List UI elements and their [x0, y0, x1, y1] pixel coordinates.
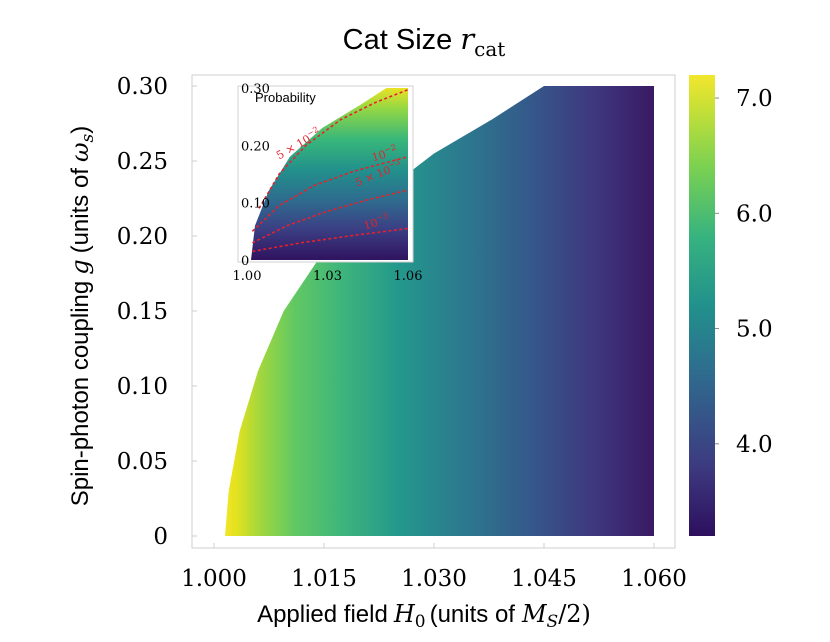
y-tick-label: 0.15 [117, 299, 168, 325]
colorbar-tick-label: 6.0 [736, 201, 773, 227]
x-axis-label: Applied field H0 (units of MS/2) [257, 600, 591, 632]
y-tick-label: 0 [153, 524, 168, 550]
inset-y-tick-label: 0.20 [241, 139, 270, 154]
heatmap [225, 86, 654, 536]
y-tick-label: 0.05 [117, 449, 168, 475]
inset-frame [237, 85, 414, 263]
x-axis-ticks: 1.000 1.015 1.030 1.045 1.060 [181, 543, 687, 592]
contour-label: 10−3 [362, 211, 391, 233]
contour-line [252, 227, 409, 253]
contour-label: 10−2 [370, 143, 399, 165]
colorbar [689, 75, 715, 536]
inset-x-tick-label: 1.03 [313, 269, 342, 284]
y-tick-label: 0.30 [117, 74, 168, 100]
colorbar-ticks: 4.0 5.0 6.0 7.0 [715, 86, 773, 458]
x-tick-label: 1.060 [621, 566, 687, 592]
inset-heatmap [251, 88, 408, 260]
colorbar-tick-label: 5.0 [736, 317, 773, 343]
y-axis-label: Spin-photon couplingg(units ofωs) [66, 126, 98, 507]
contour-line [251, 156, 409, 232]
inset-y-tick-label: 0.30 [241, 82, 270, 97]
colorbar-tick-label: 7.0 [736, 86, 773, 112]
contour-line [258, 88, 409, 209]
inset-x-axis-ticks: 1.00 1.03 1.06 [233, 269, 423, 284]
y-axis-ticks: 0 0.05 0.10 0.15 0.20 0.25 0.30 [117, 74, 197, 550]
heatmap-region [225, 86, 654, 536]
y-tick-label: 0.10 [117, 374, 168, 400]
inset-x-tick-label: 1.00 [233, 269, 262, 284]
inset-y-tick-label: 0.10 [241, 197, 270, 212]
inset-plot: 5 × 10−210−25 × 10−310−3 Probability 1.0… [233, 82, 423, 284]
inset-y-tick-label: 0 [241, 254, 249, 269]
inset-title: Probability [255, 90, 316, 105]
x-tick-label: 1.030 [401, 566, 467, 592]
y-tick-label: 0.25 [117, 149, 168, 175]
x-tick-label: 1.015 [291, 566, 357, 592]
colorbar-tick-label: 4.0 [736, 432, 773, 458]
inset-x-tick-label: 1.06 [394, 269, 423, 284]
y-tick-label: 0.20 [117, 224, 168, 250]
inset-y-axis-ticks: 0 0.10 0.20 0.30 [241, 82, 270, 269]
x-tick-label: 1.045 [511, 566, 577, 592]
x-tick-label: 1.000 [181, 566, 247, 592]
inset-heatmap-region [251, 88, 408, 260]
chart-title: Cat Size rcat [343, 22, 506, 61]
